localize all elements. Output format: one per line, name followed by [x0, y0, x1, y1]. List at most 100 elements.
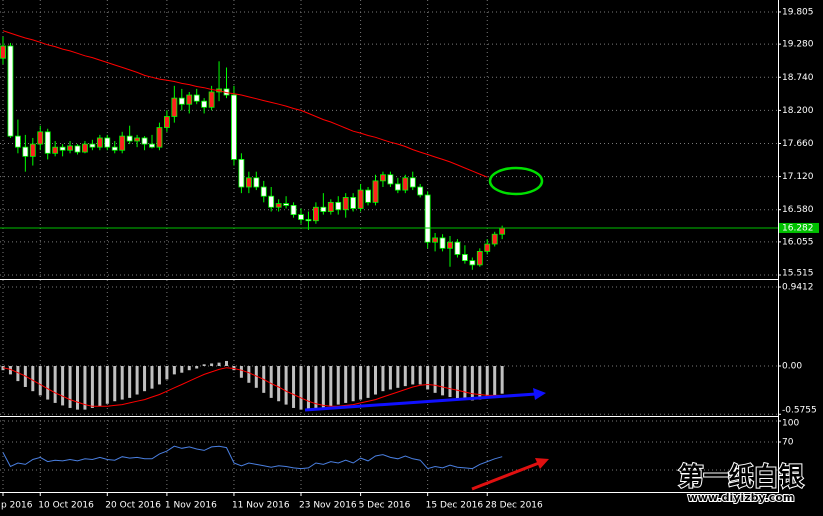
candle-body: [186, 94, 193, 105]
x-tick-label: 23 Nov 2016: [299, 501, 357, 511]
candle-body: [163, 116, 170, 128]
x-tick-label: p 2016: [1, 501, 33, 511]
macd-bar: [292, 365, 296, 408]
macd-bar: [135, 365, 139, 395]
candle-body: [387, 174, 394, 185]
macd-bar: [441, 365, 445, 396]
macd-bar: [351, 365, 355, 402]
macd-bar: [388, 365, 392, 390]
candle-body: [320, 206, 327, 212]
macd-bar: [366, 365, 370, 398]
macd-bar: [113, 365, 117, 402]
macd-bar: [306, 365, 310, 411]
macd-bar: [359, 365, 363, 400]
macd-bar: [38, 365, 42, 396]
macd-bar: [143, 365, 147, 392]
candle-body: [447, 241, 453, 249]
macd-bar: [128, 365, 132, 398]
candle-body: [350, 197, 357, 209]
macd-bar: [314, 365, 318, 410]
price-label: 16.282: [782, 223, 814, 233]
y-tick-label: 18.200: [782, 106, 814, 116]
macd-bar: [500, 365, 504, 394]
macd-bar: [225, 360, 228, 366]
candle-body: [171, 97, 178, 117]
candle-body: [417, 186, 424, 196]
candle-body: [141, 137, 148, 145]
candle-body: [193, 94, 200, 102]
macd-bar: [403, 365, 407, 387]
candle-body: [312, 206, 319, 222]
candle-body: [44, 131, 51, 154]
y-tick-label: 70: [782, 438, 794, 448]
candle-body: [104, 137, 111, 148]
macd-bar: [172, 365, 176, 375]
macd-bar: [120, 365, 124, 400]
candle-body: [275, 203, 282, 208]
macd-bar: [493, 365, 497, 397]
macd-bar: [344, 365, 348, 403]
candle-body: [469, 260, 476, 266]
watermark-url: www.diyizby.com: [688, 491, 795, 504]
candle-body: [0, 45, 6, 59]
macd-bar: [187, 365, 191, 371]
candle-body: [134, 137, 141, 142]
macd-bar: [195, 365, 199, 369]
macd-signal: [2, 367, 503, 407]
candle-body: [372, 180, 379, 203]
macd-bar: [448, 365, 452, 398]
macd-bar: [463, 365, 467, 400]
candle-body: [156, 127, 163, 148]
candle-body: [208, 91, 215, 108]
macd-bar: [284, 365, 288, 405]
candle-body: [283, 203, 290, 206]
macd-bar: [321, 365, 325, 408]
candle-body: [231, 94, 237, 160]
candle-body: [14, 135, 21, 148]
macd-bar: [202, 364, 206, 366]
macd-bar: [98, 365, 102, 407]
macd-bar: [8, 365, 12, 375]
rsi-line: [2, 445, 503, 470]
candle-body: [499, 227, 506, 235]
x-tick-label: 15 Dec 2016: [426, 501, 484, 511]
macd-bar: [210, 363, 214, 366]
macd-bar: [411, 365, 415, 385]
candle-body: [432, 237, 439, 243]
plot-layer: [0, 0, 778, 492]
y-tick-label: 0.9412: [782, 283, 814, 293]
x-tick-label: 1 Nov 2016: [165, 501, 217, 511]
macd-bar: [329, 365, 333, 407]
candle-body: [22, 146, 29, 157]
candle-body: [476, 250, 483, 266]
candle-body: [253, 177, 260, 188]
macd-bar: [90, 365, 94, 408]
macd-bar: [485, 365, 489, 398]
x-tick-label: 5 Dec 2016: [359, 501, 411, 511]
candle-body: [409, 177, 416, 188]
macd-bar: [16, 365, 20, 382]
watermark-title: 第一纸白银: [678, 462, 804, 491]
candle-body: [149, 143, 155, 148]
macd-bar: [396, 365, 400, 388]
candle-body: [335, 201, 342, 211]
candle-body: [357, 189, 364, 209]
candle-body: [380, 174, 386, 182]
macd-bar: [150, 365, 154, 389]
macd-bar: [247, 365, 251, 383]
candle-body: [119, 135, 126, 151]
candle-body: [454, 241, 461, 255]
candle-body: [37, 131, 44, 145]
candle-body: [305, 219, 312, 222]
macd-bar: [426, 365, 430, 390]
y-tick-label: 17.120: [782, 172, 814, 182]
candle-body: [201, 100, 208, 108]
y-tick-label: 17.660: [782, 139, 814, 149]
candle-body: [461, 254, 468, 261]
annotation-arrow: [471, 461, 540, 491]
macd-bar: [418, 365, 422, 385]
macd-bar: [478, 365, 482, 400]
candle-body: [238, 159, 245, 188]
